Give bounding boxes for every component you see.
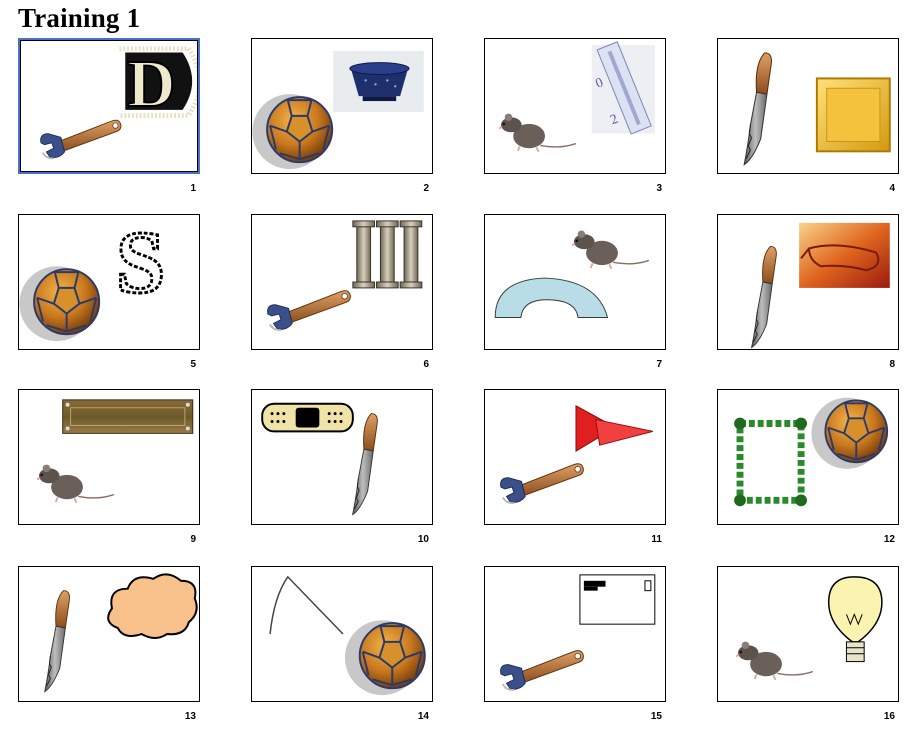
card-illustration xyxy=(261,402,378,516)
card-illustration: 0 2 xyxy=(498,41,655,153)
picture-card-8[interactable] xyxy=(717,214,899,350)
card-number-label: 13 xyxy=(184,711,196,722)
card-number-label: 3 xyxy=(656,183,662,194)
card-number-label: 11 xyxy=(651,534,662,545)
card-number-label: 6 xyxy=(423,359,429,370)
card-number-label: 2 xyxy=(423,183,429,194)
svg-text:S: S xyxy=(116,215,165,312)
picture-card-7[interactable] xyxy=(484,214,666,350)
card-number-label: 1 xyxy=(190,183,196,194)
card-illustration xyxy=(269,575,426,697)
picture-card-11[interactable] xyxy=(484,389,666,525)
card-number-label: 4 xyxy=(889,183,895,194)
card-illustration xyxy=(36,399,194,504)
picture-card-12[interactable] xyxy=(717,389,899,525)
card-number-label: 12 xyxy=(883,534,895,545)
card-illustration xyxy=(734,396,889,507)
picture-card-10[interactable] xyxy=(251,389,433,525)
card-number-label: 15 xyxy=(650,711,662,722)
card-illustration xyxy=(743,52,891,166)
card-number-label: 16 xyxy=(883,711,895,722)
picture-card-4[interactable] xyxy=(717,38,899,174)
card-illustration xyxy=(499,404,653,505)
card-illustration xyxy=(44,573,198,693)
page-title: Training 1 xyxy=(18,3,141,33)
picture-card-2[interactable] xyxy=(251,38,433,174)
picture-card-14[interactable] xyxy=(251,566,433,702)
card-illustration xyxy=(751,222,890,348)
picture-card-1[interactable]: D xyxy=(18,38,200,174)
card-number-label: 8 xyxy=(889,359,895,370)
picture-card-13[interactable] xyxy=(18,566,200,702)
card-illustration xyxy=(499,574,656,691)
picture-card-9[interactable] xyxy=(18,389,200,525)
card-number-label: 14 xyxy=(417,711,429,722)
card-number-label: 7 xyxy=(656,359,662,370)
card-illustration xyxy=(735,576,883,681)
card-number-label: 9 xyxy=(190,534,196,545)
card-illustration: S xyxy=(19,215,167,343)
picture-card-15[interactable] xyxy=(484,566,666,702)
card-illustration xyxy=(252,50,424,171)
picture-card-3[interactable]: 0 2 xyxy=(484,38,666,174)
picture-card-6[interactable] xyxy=(251,214,433,350)
card-illustration: D xyxy=(39,46,197,160)
picture-card-16[interactable] xyxy=(717,566,899,702)
svg-text:D: D xyxy=(127,47,175,121)
card-illustration xyxy=(266,220,423,331)
card-number-label: 10 xyxy=(417,534,429,545)
picture-card-5[interactable]: S xyxy=(18,214,200,350)
card-number-label: 5 xyxy=(190,359,196,370)
card-illustration xyxy=(494,229,650,318)
